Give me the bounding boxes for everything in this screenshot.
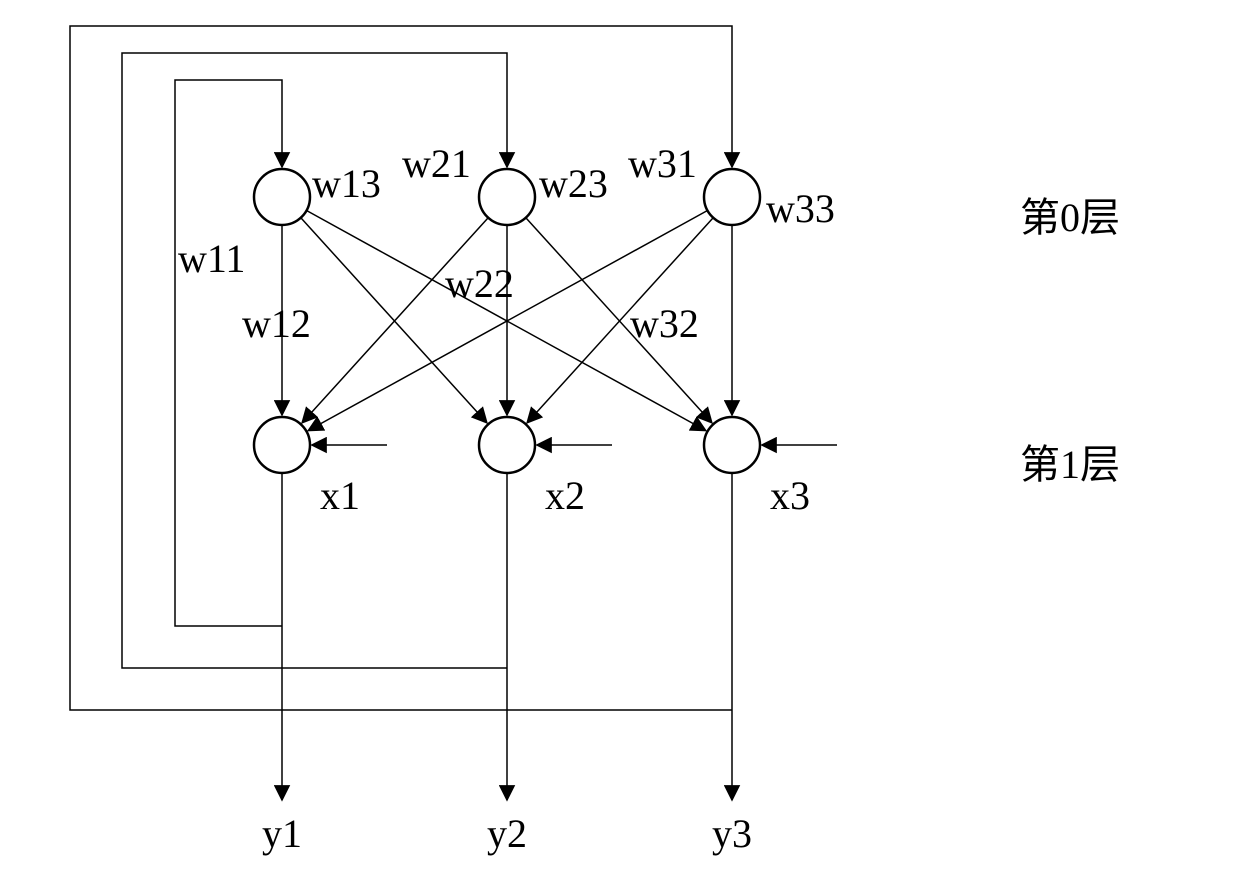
node-n03 — [704, 169, 760, 225]
input-label-x3: x3 — [770, 472, 810, 519]
node-n11 — [254, 417, 310, 473]
output-label-y3: y3 — [712, 810, 752, 857]
input-label-x1: x1 — [320, 472, 360, 519]
layer-label-0: 第0层 — [1020, 185, 1120, 243]
layer-label-1: 第1层 — [1020, 432, 1120, 490]
weight-label-w32: w32 — [630, 300, 699, 347]
weight-label-w33: w33 — [766, 185, 835, 232]
weight-label-w21: w21 — [402, 140, 471, 187]
node-n12 — [479, 417, 535, 473]
input-label-x2: x2 — [545, 472, 585, 519]
output-label-y1: y1 — [262, 810, 302, 857]
weight-label-w12: w12 — [242, 300, 311, 347]
weight-label-w13: w13 — [312, 160, 381, 207]
weight-label-w23: w23 — [539, 160, 608, 207]
output-label-y2: y2 — [487, 810, 527, 857]
node-n13 — [704, 417, 760, 473]
weight-label-w31: w31 — [628, 140, 697, 187]
node-n02 — [479, 169, 535, 225]
weight-label-w22: w22 — [445, 260, 514, 307]
node-n01 — [254, 169, 310, 225]
weight-label-w11: w11 — [178, 235, 245, 282]
